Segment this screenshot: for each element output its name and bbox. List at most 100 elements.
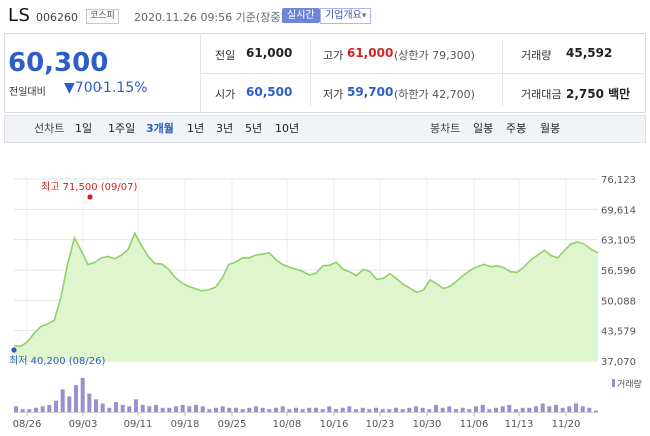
chart-toolbar: [4, 115, 646, 143]
volume-bar: [467, 409, 472, 412]
volume-bar: [334, 409, 338, 412]
monthly-candle-button[interactable]: 월봉: [540, 122, 561, 135]
y-axis-labels: 76,123 69,614 63,105 56,596 50,088 43,579 37,0…: [601, 175, 636, 368]
volume-bar: [340, 407, 345, 413]
volume-bar: [567, 406, 572, 412]
volume-legend-swatch: [612, 379, 615, 387]
volume-bar: [407, 407, 412, 413]
volume-bar: [474, 406, 478, 412]
volume-bar: [427, 409, 432, 412]
volume-bar: [587, 407, 592, 413]
panel-row-divider: [201, 73, 645, 74]
x-tick-label: 08/26: [13, 419, 42, 430]
volume-bar: [227, 407, 232, 413]
volume-bar: [154, 404, 158, 412]
period-3m-button[interactable]: 3개월: [146, 122, 174, 135]
volume-bar: [480, 404, 485, 412]
volume-bar: [147, 406, 152, 412]
x-tick-label: 10/08: [273, 419, 302, 430]
price-area: [13, 231, 599, 361]
low-marker: [11, 347, 17, 353]
period-5y-button[interactable]: 5년: [245, 122, 263, 135]
period-1w-button[interactable]: 1주일: [108, 122, 136, 135]
volume-bar: [547, 406, 552, 412]
y-tick-label: 63,105: [601, 236, 636, 247]
volume-bar: [87, 393, 92, 412]
volume-bar: [20, 409, 25, 412]
volume-bar: [394, 407, 398, 413]
annotations: 최고 71,500 (09/07) 최저 40,200 (08/26): [9, 181, 137, 367]
volume-bar: [240, 409, 245, 412]
volume-bars: 거래량: [14, 378, 642, 413]
volume-bar: [280, 406, 285, 412]
x-tick-label: 11/06: [460, 419, 489, 430]
period-1y-button[interactable]: 1년: [187, 122, 205, 135]
volume-bar: [540, 403, 545, 412]
y-tick-label: 50,088: [601, 296, 636, 307]
volume-bar: [220, 406, 225, 412]
volume-bar: [314, 407, 318, 413]
volume-bar: [134, 399, 138, 413]
period-1d-button[interactable]: 1일: [75, 122, 93, 135]
volume-label: 거래량: [521, 49, 552, 62]
volume-bar: [420, 407, 425, 413]
volume-bar: [54, 400, 58, 412]
volume-bar: [494, 407, 498, 413]
change-label: 전일대비: [9, 87, 46, 98]
prev-close-value: 61,000: [246, 46, 293, 60]
volume-bar: [520, 407, 525, 413]
company-info-button[interactable]: 기업개요▾: [320, 8, 372, 24]
change-value: ▼700: [64, 80, 102, 96]
low-value: 59,700: [347, 85, 394, 99]
volume-bar: [307, 407, 312, 413]
volume-bar: [360, 407, 365, 413]
volume-bar: [107, 407, 112, 413]
high-value: 61,000: [347, 46, 394, 60]
realtime-button[interactable]: 실시간: [282, 8, 320, 23]
volume-bar: [127, 406, 132, 412]
x-tick-label: 09/03: [69, 419, 98, 430]
quote-panel: [4, 33, 646, 113]
volume-bar: [434, 404, 438, 412]
prev-close-label: 전일: [215, 49, 236, 62]
weekly-candle-button[interactable]: 주봉: [506, 122, 527, 135]
volume-bar: [40, 406, 45, 412]
high-annotation: 최고 71,500 (09/07): [41, 181, 137, 193]
change-amount: 700: [74, 80, 102, 96]
volume-bar: [167, 407, 172, 413]
volume-bar: [27, 409, 32, 412]
y-tick-label: 76,123: [601, 175, 636, 186]
volume-bar: [67, 396, 72, 412]
down-arrow-icon: ▼: [64, 80, 75, 96]
volume-bar: [574, 403, 578, 412]
volume-bar: [347, 406, 352, 412]
volume-bar: [454, 409, 458, 412]
volume-bar: [100, 403, 105, 412]
volume-bar: [34, 407, 38, 413]
price-line: [13, 231, 599, 348]
period-3y-button[interactable]: 3년: [216, 122, 234, 135]
amount-label: 거래대금: [521, 88, 562, 101]
line-chart-label: 선차트: [34, 122, 65, 135]
volume-bar: [160, 407, 165, 413]
volume-bar: [374, 407, 378, 413]
period-10y-button[interactable]: 10년: [275, 122, 300, 135]
volume-bar: [580, 406, 585, 412]
low-annotation: 최저 40,200 (08/26): [9, 355, 105, 367]
volume-bar: [534, 406, 538, 412]
lower-limit: (하한가 42,700): [394, 88, 475, 101]
volume-bar: [187, 406, 192, 412]
volume-bar: [214, 407, 218, 413]
price-area-fill: [14, 233, 598, 361]
daily-candle-button[interactable]: 일봉: [473, 122, 494, 135]
volume-bar: [180, 404, 185, 412]
volume-value: 45,592: [566, 46, 613, 60]
volume-bar: [207, 409, 212, 412]
volume-bar: [294, 407, 298, 413]
volume-bar: [267, 409, 272, 412]
volume-bar: [74, 385, 78, 412]
volume-bar: [120, 404, 125, 412]
x-tick-label: 09/11: [124, 419, 153, 430]
volume-bar: [14, 406, 18, 412]
volume-bar: [367, 409, 372, 412]
